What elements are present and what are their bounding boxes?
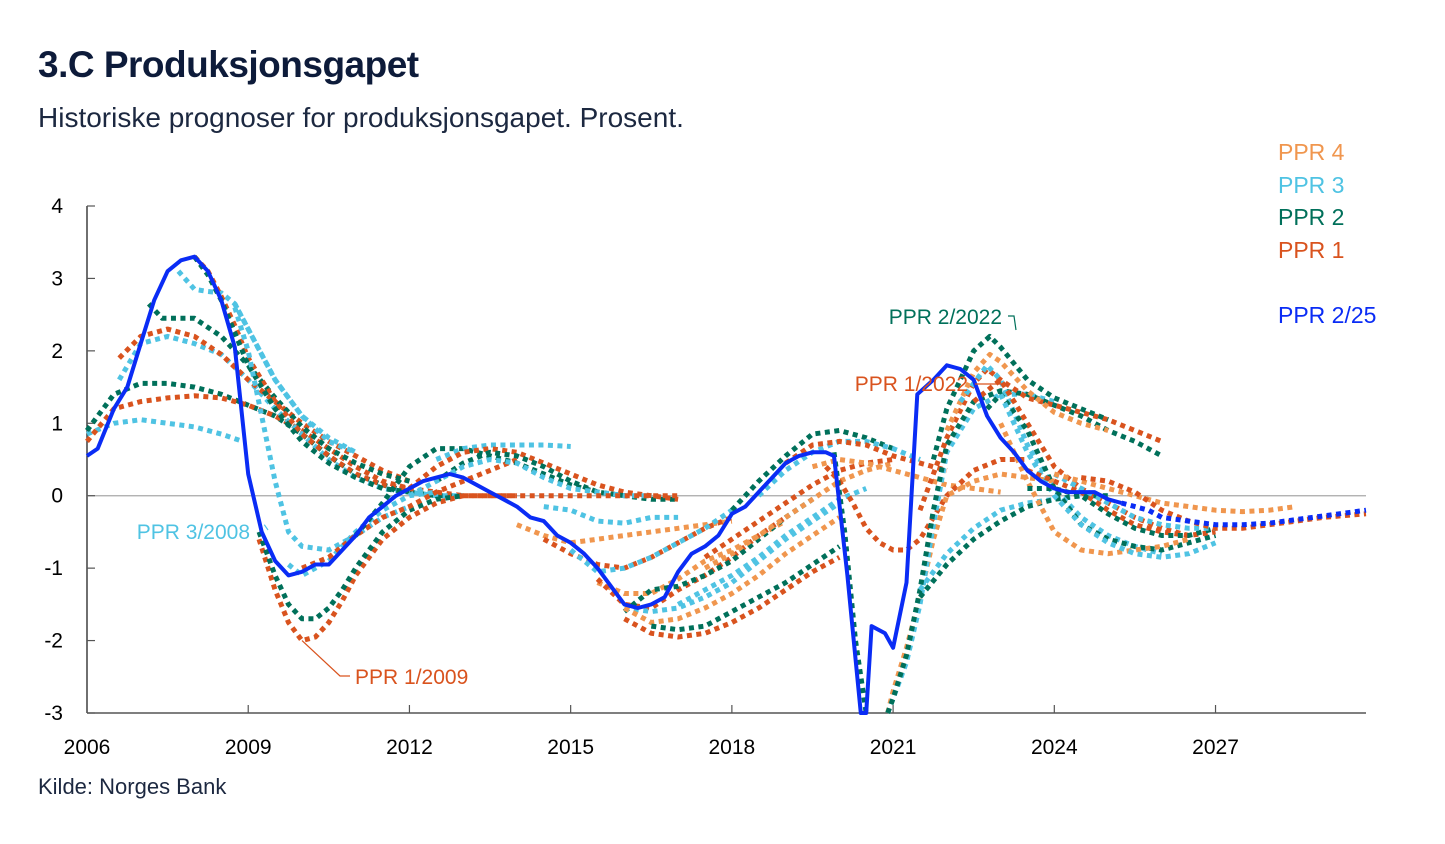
y-tick-label: 0 <box>51 485 63 508</box>
y-tick-label: 3 <box>51 267 63 290</box>
series-ppr-3-2012 <box>435 442 571 462</box>
annotation-label: PPR 2/2022 <box>889 306 1002 329</box>
series-ppr-4-2023 <box>998 393 1217 560</box>
series-ppr-3-2024 <box>1053 471 1216 531</box>
y-tick-label: -2 <box>44 630 63 653</box>
annotation-label: PPR 1/2009 <box>355 666 468 689</box>
annotation-label: PPR 3/2008 <box>137 521 250 544</box>
y-tick-label: 1 <box>51 412 63 435</box>
series-ppr-4-2019 <box>811 457 1001 495</box>
series-ppr-1-2022 <box>917 366 1163 512</box>
series-layer <box>84 254 1367 715</box>
annotation-leader <box>1008 315 1017 331</box>
series-ppr-2-2009 <box>256 493 464 622</box>
x-tick-label: 2027 <box>1192 736 1239 759</box>
series-ppr-1-2019 <box>784 438 948 473</box>
series-ppr-2-2007 <box>146 302 411 484</box>
series-ppr-4-2015 <box>596 518 787 596</box>
series-ppr-1-2017 <box>623 555 841 640</box>
chart-subtitle: Historiske prognoser for produksjonsgape… <box>38 102 684 133</box>
y-tick-label: 4 <box>51 195 63 218</box>
x-tick-label: 2021 <box>870 736 917 759</box>
series-ppr-4-2016 <box>623 515 841 625</box>
legend-item-ppr1: PPR 1 <box>1278 236 1345 263</box>
chart-title: 3.C Produksjonsgapet <box>38 44 419 85</box>
series-ppr-3-2020 <box>885 471 1055 714</box>
series-ppr-4-2024 <box>1053 471 1297 515</box>
series-ppr-2-25 <box>85 254 1123 715</box>
series-ppr-1-2008 <box>192 255 410 491</box>
y-tick-label: -3 <box>44 702 63 725</box>
legend-item-ppr3: PPR 3 <box>1278 171 1345 198</box>
legend-gap <box>1278 266 1376 299</box>
series-ppr-2-2018 <box>730 428 895 512</box>
series-ppr-4-2014 <box>515 518 733 546</box>
annotation-leader <box>301 640 350 677</box>
series-ppr-4-2007 <box>176 269 357 455</box>
series-ppr-3-2022 <box>944 352 1109 433</box>
series-ppr-1-2006 <box>85 393 464 499</box>
series-ppr-2-25-prognose <box>1120 500 1367 528</box>
series-ppr-1-2010 <box>301 457 518 571</box>
legend-item-current: PPR 2/25 <box>1278 302 1377 328</box>
series-ppr-1-2007 <box>117 326 411 484</box>
x-tick-label: 2018 <box>709 736 756 759</box>
annotation-layer: PPR 3/2008 PPR 1/2009 PPR 2/2022 PPR 1/2022 <box>137 306 1017 689</box>
legend-item-ppr2: PPR 2 <box>1278 204 1345 230</box>
series-ppr-3-2023 <box>998 422 1190 557</box>
series-ppr-2-2023 <box>985 391 1217 553</box>
series-ppr-1-2020 <box>824 457 1028 553</box>
series-ppr-1-2009 <box>256 493 517 644</box>
series-ppr-3-2014 <box>543 504 679 526</box>
series-ppr-4-2017 <box>703 460 894 571</box>
annotation-leader <box>263 524 269 531</box>
series-ppr-3-2008 <box>232 306 411 553</box>
x-tick-label: 2006 <box>64 736 111 759</box>
series-ppr-2-2013 <box>434 449 625 499</box>
series-ppr-2-2006 <box>84 380 464 499</box>
series-ppr-3-2021 <box>917 493 1109 592</box>
series-ppr-1-2025 <box>1080 475 1367 531</box>
series-ppr-2-2017 <box>650 544 841 633</box>
source-note: Kilde: Norges Bank <box>38 774 227 799</box>
y-tick-label: 2 <box>51 340 63 363</box>
x-tick-label: 2009 <box>225 736 272 759</box>
series-ppr-2-2008 <box>192 255 410 495</box>
series-ppr-3-2008b <box>232 302 357 455</box>
series-ppr-4-2021 <box>918 493 1109 599</box>
legend: PPR 4 PPR 3 PPR 2 PPR 1 PPR 2/25 <box>1278 136 1376 332</box>
x-tick-label: 2012 <box>386 736 433 759</box>
annotation-label: PPR 1/2022 <box>855 373 968 396</box>
legend-item-ppr4: PPR 4 <box>1278 139 1345 165</box>
series-ppr-3-2016 <box>624 500 841 615</box>
x-tick-label: 2015 <box>547 736 594 759</box>
y-tick-label: -1 <box>44 557 63 580</box>
series-ppr-3-2006 <box>86 417 244 444</box>
series-ppr-1-2024 <box>1026 468 1216 538</box>
x-tick-label: 2024 <box>1031 736 1078 759</box>
series-ppr-2-2022 <box>930 333 1110 461</box>
